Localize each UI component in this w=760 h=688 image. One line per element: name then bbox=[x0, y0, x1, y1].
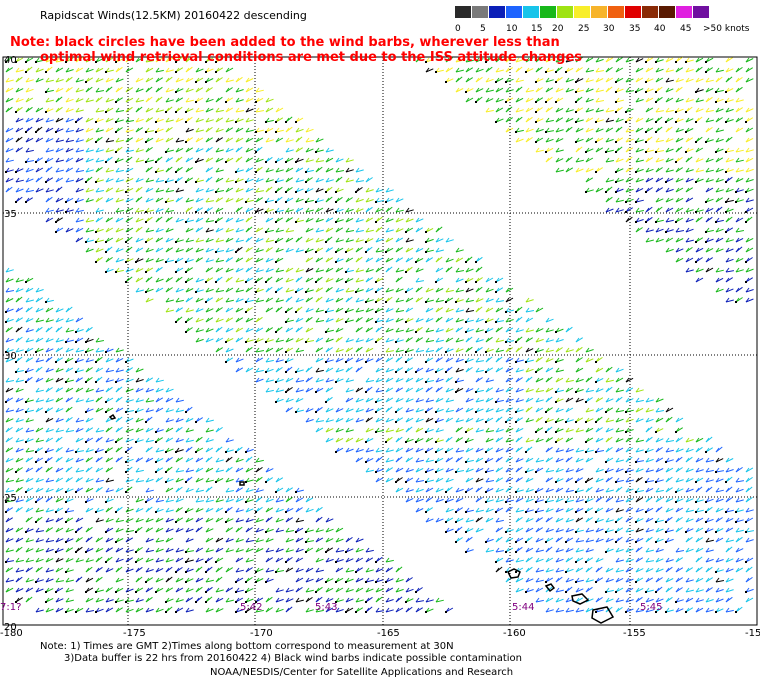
pass-time-label: 5:45 bbox=[640, 602, 662, 613]
lon-label: -160 bbox=[503, 628, 526, 639]
pass-time-label: 5:43 bbox=[315, 602, 337, 613]
lon-label: -165 bbox=[377, 628, 400, 639]
legend-label: 15 bbox=[531, 24, 543, 34]
wind-barb-swaths bbox=[5, 56, 754, 613]
legend-swatch bbox=[540, 6, 556, 18]
legend-swatch bbox=[472, 6, 488, 18]
legend-swatch bbox=[489, 6, 505, 18]
legend-label: 45 bbox=[680, 24, 692, 34]
footer-credit: NOAA/NESDIS/Center for Satellite Applica… bbox=[210, 667, 514, 678]
lon-label: -170 bbox=[250, 628, 273, 639]
pass-time-label: 5:42 bbox=[240, 602, 262, 613]
legend-swatch bbox=[591, 6, 607, 18]
legend-swatch bbox=[455, 6, 471, 18]
legend-label: 20 bbox=[552, 24, 564, 34]
legend-swatch bbox=[693, 6, 709, 18]
legend-label: 30 bbox=[603, 24, 615, 34]
legend-label: 5 bbox=[480, 24, 486, 34]
legend-swatch bbox=[676, 6, 692, 18]
legend-label: 25 bbox=[578, 24, 590, 34]
lon-label: -175 bbox=[123, 628, 146, 639]
island-outlines bbox=[108, 413, 615, 624]
pass-time-label: 5:44 bbox=[512, 602, 534, 613]
legend-swatch bbox=[625, 6, 641, 18]
map-title: Rapidscat Winds(12.5KM) 20160422 descend… bbox=[40, 9, 307, 22]
legend-label: 10 bbox=[506, 24, 518, 34]
lat-label: 35 bbox=[4, 209, 17, 220]
legend-label: 0 bbox=[455, 24, 461, 34]
legend-swatch bbox=[659, 6, 675, 18]
lat-label: 25 bbox=[4, 493, 17, 504]
pass-time-label: 7:1? bbox=[0, 602, 21, 613]
note-line-2: optimal wind retrieval conditions are me… bbox=[40, 50, 583, 65]
legend-label: 40 bbox=[654, 24, 666, 34]
lat-label: 40 bbox=[4, 55, 17, 66]
legend-swatch bbox=[642, 6, 658, 18]
legend-swatch bbox=[523, 6, 539, 18]
lon-label: -180 bbox=[0, 628, 23, 639]
legend-swatch bbox=[608, 6, 624, 18]
legend-swatch bbox=[574, 6, 590, 18]
legend-label: >50 knots bbox=[703, 24, 750, 34]
lon-label: -15 bbox=[745, 628, 760, 639]
axis-labels: 40 35 30 25 20-180 -175 -170 -165 -160 -155 -15 7:1… bbox=[0, 55, 760, 639]
footer-note-2: 3)Data buffer is 22 hrs from 20160422 4)… bbox=[64, 653, 522, 664]
legend-swatch bbox=[506, 6, 522, 18]
note-line-1: Note: black circles have been added to t… bbox=[10, 35, 560, 50]
lat-label: 30 bbox=[4, 351, 17, 362]
legend-swatch bbox=[557, 6, 573, 18]
lat-label: 20 bbox=[4, 622, 17, 633]
legend-label: 35 bbox=[629, 24, 641, 34]
lon-label: -155 bbox=[623, 628, 646, 639]
footer-note-1: Note: 1) Times are GMT 2)Times along bot… bbox=[40, 641, 454, 652]
